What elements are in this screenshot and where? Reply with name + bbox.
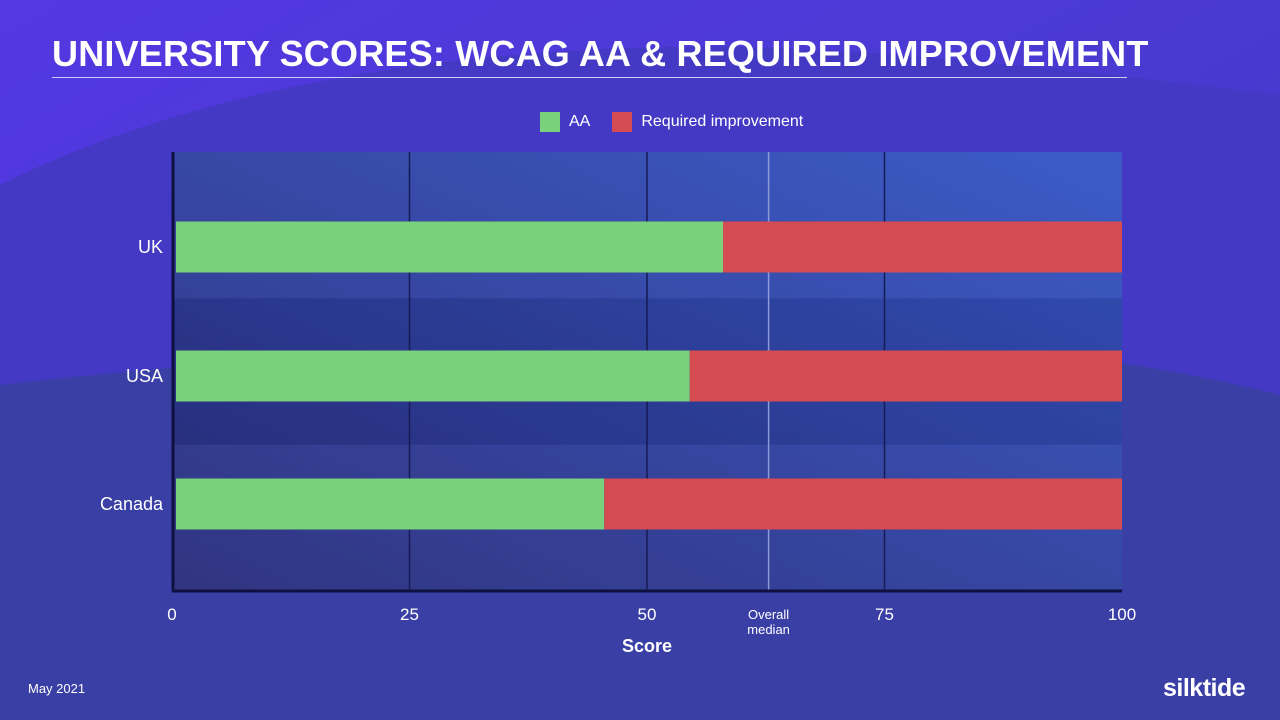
x-tick-label: 50 [638, 605, 657, 624]
legend-swatch-required-improvement [612, 112, 633, 132]
legend-label-aa: AA [569, 113, 591, 130]
y-tick-label: USA [126, 366, 163, 386]
bar-required-improvement-canada [604, 478, 1122, 530]
x-tick-label: 0 [167, 605, 176, 624]
title-divider [52, 77, 1127, 78]
legend-item-aa: AA [540, 112, 590, 132]
median-annotation-label: Overall [748, 607, 789, 622]
x-axis-title: Score [622, 636, 672, 656]
bar-aa-usa [176, 350, 690, 402]
legend-item-required-improvement: Required improvement [612, 112, 803, 132]
y-tick-label: Canada [100, 494, 164, 514]
chart-legend: AA Required improvement [540, 112, 803, 132]
bar-aa-uk [176, 221, 723, 273]
footer-date: May 2021 [28, 681, 86, 696]
bar-required-improvement-usa [689, 350, 1122, 402]
x-tick-label: 75 [875, 605, 894, 624]
bar-aa-canada [176, 478, 605, 530]
x-tick-label: 25 [400, 605, 419, 624]
x-tick-label: 100 [1108, 605, 1136, 624]
page-title: UNIVERSITY SCORES: WCAG AA & REQUIRED IM… [52, 33, 1149, 74]
legend-label-required-improvement: Required improvement [641, 113, 804, 130]
median-annotation-label: median [747, 622, 790, 637]
brand-logo: silktide [1163, 674, 1246, 702]
y-tick-label: UK [138, 237, 163, 257]
legend-swatch-aa [540, 112, 560, 132]
bar-required-improvement-uk [723, 221, 1122, 273]
